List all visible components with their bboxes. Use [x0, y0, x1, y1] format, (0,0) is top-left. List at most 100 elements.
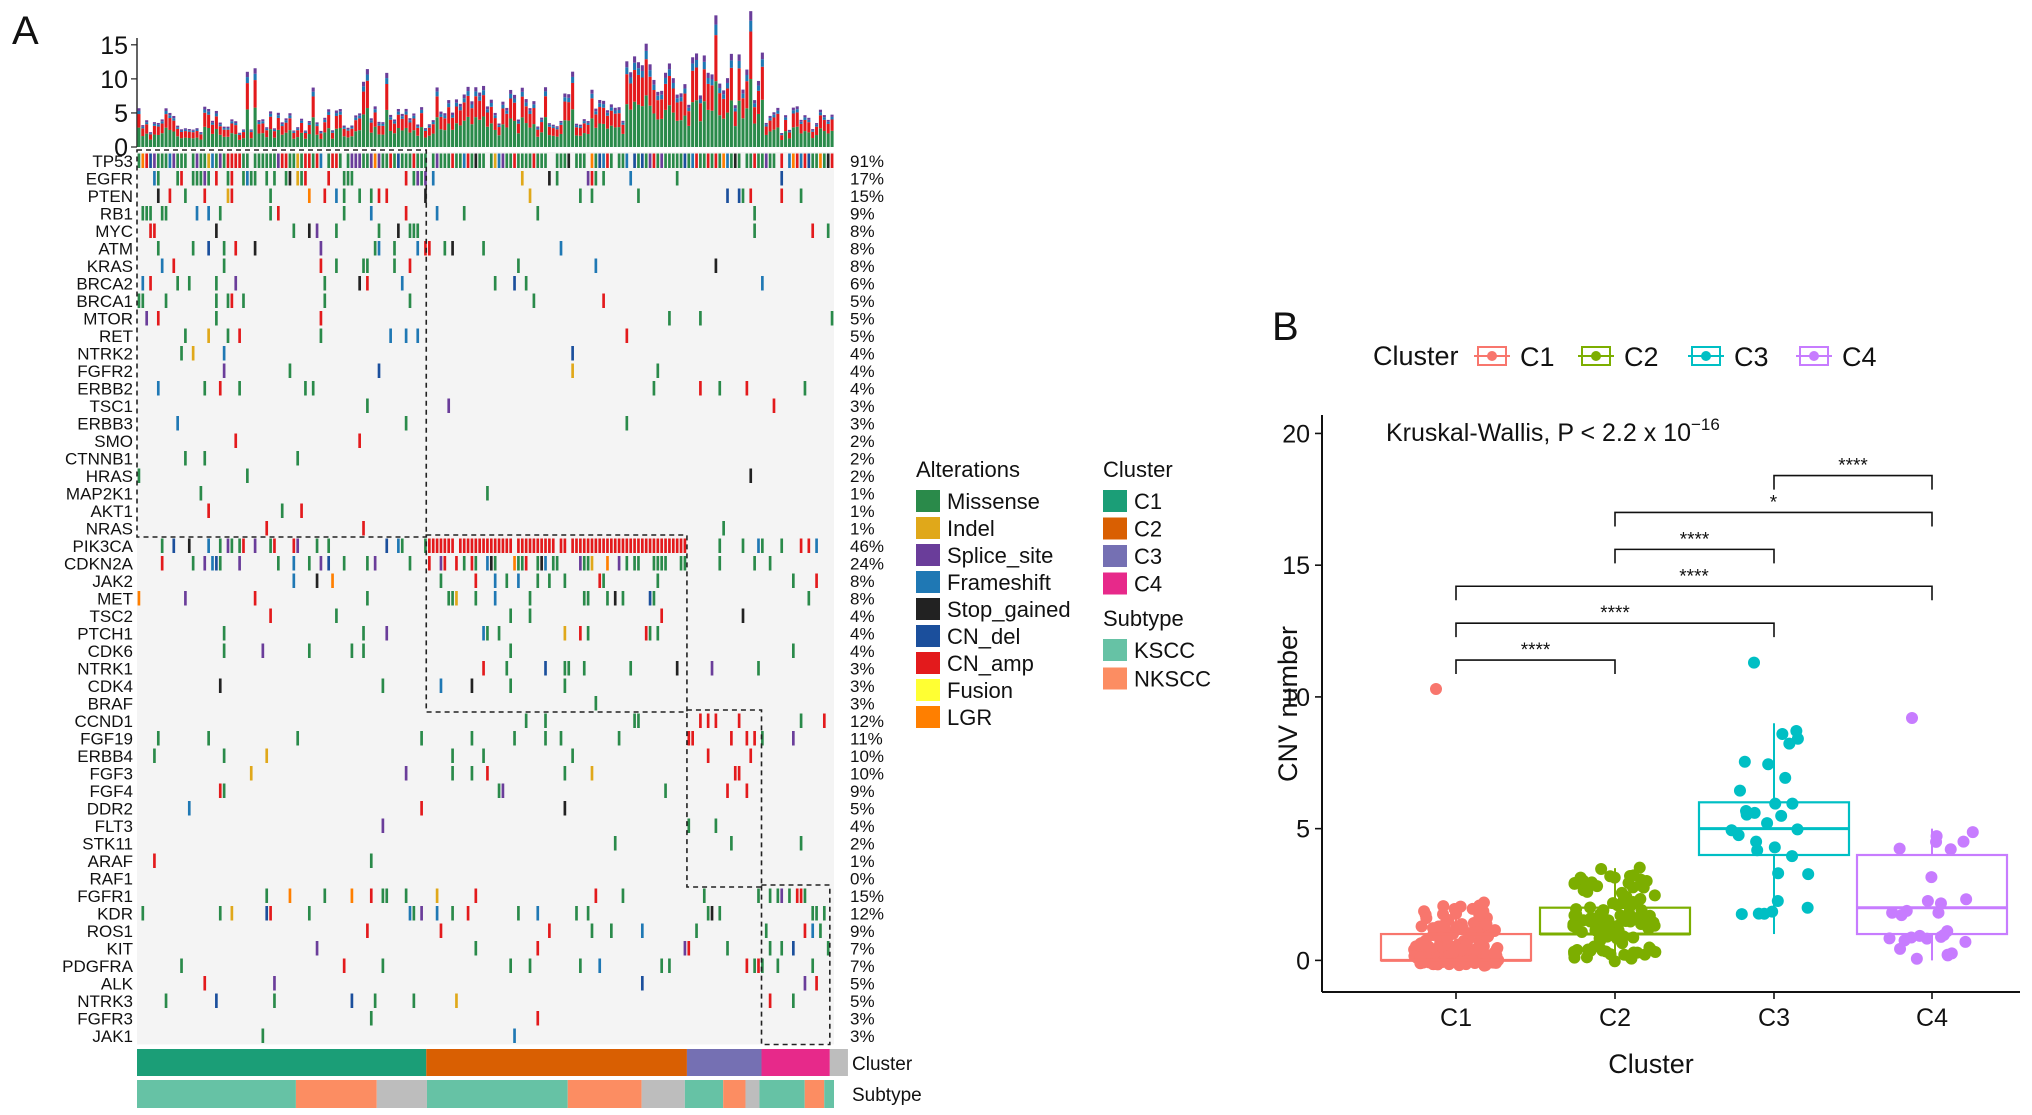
alteration-mark — [617, 538, 621, 553]
top-bar-segment — [176, 128, 180, 137]
alteration-mark — [486, 556, 489, 571]
top-bar-segment — [574, 125, 579, 128]
top-bar-segment — [292, 132, 296, 139]
alteration-mark — [176, 171, 179, 186]
alteration-mark — [323, 888, 327, 903]
top-bar-segment — [191, 138, 195, 147]
top-bar-segment — [451, 129, 455, 147]
alteration-mark — [590, 538, 594, 553]
alteration-mark — [559, 241, 563, 256]
top-bar-segment — [152, 134, 156, 147]
top-bar-segment — [226, 136, 230, 147]
alteration-mark — [489, 153, 493, 168]
top-bar-segment — [501, 108, 505, 125]
alteration-mark — [238, 381, 241, 396]
top-bar-segment — [234, 121, 238, 124]
top-bar-segment — [447, 123, 451, 147]
alteration-mark — [799, 713, 803, 728]
alteration-mark — [474, 556, 478, 571]
alteration-mark — [451, 538, 454, 553]
alteration-mark — [300, 503, 303, 518]
alteration-mark — [718, 538, 722, 553]
top-bar-segment — [272, 137, 276, 147]
alteration-mark — [648, 538, 652, 553]
top-bar-segment — [536, 126, 540, 128]
top-bar-segment — [361, 91, 366, 115]
top-bar-segment — [292, 138, 296, 147]
data-point — [1604, 870, 1617, 883]
alteration-mark — [428, 538, 431, 553]
top-bar-segment — [497, 125, 501, 128]
top-bar-segment — [509, 89, 513, 94]
top-bar-segment — [214, 128, 218, 147]
data-point — [1768, 841, 1781, 854]
alteration-mark — [582, 153, 586, 168]
alteration-mark — [184, 591, 187, 606]
top-bar-segment — [358, 115, 362, 119]
subtype-track-segment — [567, 1080, 642, 1108]
top-bar-segment — [799, 121, 803, 124]
alteration-mark — [807, 153, 811, 168]
top-bar-segment — [315, 126, 319, 135]
outlier-point — [1906, 711, 1918, 724]
top-bar-segment — [261, 123, 265, 134]
alteration-mark — [544, 153, 547, 168]
alteration-mark — [149, 153, 152, 168]
gene-percent: 5% — [850, 974, 875, 993]
alteration-mark — [718, 906, 722, 921]
top-bar-segment — [241, 132, 246, 139]
alteration-mark — [517, 258, 520, 273]
gene-percent: 3% — [850, 1009, 875, 1028]
top-bar-segment — [764, 124, 768, 127]
top-bar-segment — [195, 128, 199, 130]
cluster-track-segment — [829, 1049, 848, 1076]
alteration-mark — [331, 153, 334, 168]
top-bar-segment — [687, 125, 691, 147]
alteration-mark — [184, 328, 187, 343]
alteration-mark — [288, 153, 292, 168]
alteration-mark — [633, 538, 636, 553]
alteration-mark — [307, 643, 311, 658]
top-bar-segment — [826, 121, 830, 124]
alteration-mark — [327, 556, 331, 571]
alteration-mark — [253, 153, 257, 168]
gene-percent: 3% — [850, 1027, 875, 1046]
top-bar-segment — [191, 129, 195, 131]
top-bar-segment — [660, 118, 664, 147]
top-bar-segment — [245, 77, 249, 84]
top-bar-segment — [292, 130, 296, 132]
data-point — [1932, 906, 1945, 919]
top-bar-segment — [640, 77, 644, 107]
top-bar-segment — [571, 82, 575, 110]
gene-percent: 4% — [850, 624, 875, 643]
significance-bracket — [1455, 659, 1616, 675]
alteration-mark — [594, 258, 598, 273]
alteration-mark — [679, 556, 683, 571]
top-bar-segment — [230, 119, 234, 122]
top-bar-segment — [818, 112, 822, 116]
top-bar-segment — [780, 140, 784, 147]
gene-percent: 15% — [850, 887, 884, 906]
gene-percent: 3% — [850, 694, 875, 713]
top-bar-segment — [408, 122, 412, 133]
alteration-mark — [222, 153, 226, 168]
alteration-mark — [633, 713, 636, 728]
alteration-mark — [160, 556, 164, 571]
top-bar-segment — [489, 103, 493, 107]
top-bar-segment — [427, 124, 431, 126]
top-bar-segment — [586, 121, 590, 123]
alteration-mark — [269, 906, 272, 921]
alteration-mark — [702, 153, 706, 168]
gene-percent: 3% — [850, 414, 875, 433]
top-bar-segment — [617, 107, 621, 110]
alteration-mark — [439, 538, 443, 553]
top-bar-segment — [567, 94, 571, 98]
alteration-mark — [579, 626, 582, 641]
alteration-mark — [160, 153, 164, 168]
top-bar-segment — [381, 123, 385, 126]
top-bar-segment — [667, 75, 671, 106]
top-bar-segment — [369, 122, 373, 133]
top-bar-segment — [207, 114, 211, 128]
top-bar-segment — [543, 117, 548, 147]
